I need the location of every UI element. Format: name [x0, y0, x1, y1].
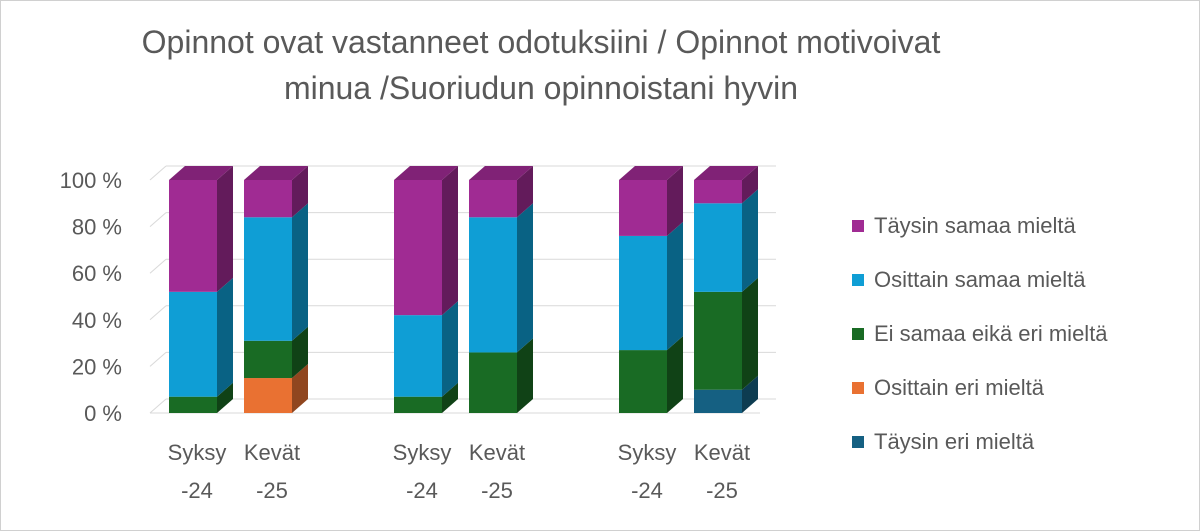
x-category-label: Kevät	[469, 440, 525, 465]
bar-segment	[169, 291, 217, 397]
chart-legend: Täysin samaa mieltä Osittain samaa mieltä…	[852, 199, 1108, 469]
legend-swatch	[852, 382, 864, 394]
bar-side	[742, 166, 758, 204]
gridline-depth	[149, 165, 167, 181]
bar-segment	[394, 315, 442, 397]
bar-top	[619, 166, 683, 180]
y-tick-label: 40 %	[72, 308, 122, 333]
legend-swatch	[852, 328, 864, 340]
bar-side	[517, 338, 533, 413]
bar-side	[517, 203, 533, 353]
bar-segment	[244, 378, 292, 413]
bar-side	[442, 166, 458, 316]
legend-label: Osittain samaa mieltä	[874, 267, 1086, 292]
bar-segment	[244, 340, 292, 379]
bar-side	[217, 166, 233, 292]
legend-item: Osittain eri mieltä	[852, 361, 1108, 415]
bar-side	[742, 189, 758, 292]
x-category-label: -24	[631, 478, 663, 503]
y-tick-label: 100 %	[60, 168, 122, 193]
bar-segment	[244, 180, 292, 218]
bar-side	[742, 375, 758, 413]
bar-segment	[469, 352, 517, 413]
bar-segment	[394, 180, 442, 316]
legend-item: Täysin samaa mieltä	[852, 199, 1108, 253]
legend-label: Täysin samaa mieltä	[874, 213, 1076, 238]
legend-item: Ei samaa eikä eri mieltä	[852, 307, 1108, 361]
legend-swatch	[852, 220, 864, 232]
bar-side	[217, 277, 233, 397]
bar-segment	[694, 180, 742, 204]
bar-side	[292, 166, 308, 218]
gridline-depth	[149, 398, 167, 414]
bar-segment	[694, 291, 742, 390]
x-category-label: Syksy	[168, 440, 227, 465]
legend-swatch	[852, 436, 864, 448]
bar-segment	[619, 235, 667, 351]
bar-segment	[469, 217, 517, 353]
bar-side	[517, 166, 533, 218]
legend-label: Täysin eri mieltä	[874, 429, 1035, 454]
bar-segment	[169, 396, 217, 413]
bar-side	[667, 166, 683, 236]
y-tick-label: 20 %	[72, 354, 122, 379]
bar-segment	[694, 203, 742, 292]
legend-label: Ei samaa eikä eri mieltä	[874, 321, 1108, 346]
x-category-label: Kevät	[694, 440, 750, 465]
bar-segment	[394, 396, 442, 413]
gridline-depth	[149, 352, 167, 367]
bar-segment	[619, 350, 667, 413]
bar-top	[169, 166, 233, 180]
bar-side	[667, 336, 683, 413]
legend-item: Osittain samaa mieltä	[852, 253, 1108, 307]
x-category-label: Syksy	[618, 440, 677, 465]
legend-item: Täysin eri mieltä	[852, 415, 1108, 469]
x-category-label: Syksy	[393, 440, 452, 465]
bar-top	[469, 166, 533, 180]
x-category-label: -25	[481, 478, 513, 503]
bar-side	[742, 277, 758, 390]
y-tick-label: 80 %	[72, 215, 122, 240]
chart-title: Opinnot ovat vastanneet odotuksiini / Op…	[41, 19, 1041, 111]
bar-segment	[694, 389, 742, 413]
bar-segment	[469, 180, 517, 218]
bar-side	[292, 326, 308, 379]
bar-side	[217, 382, 233, 413]
x-category-label: -24	[406, 478, 438, 503]
x-category-label: Kevät	[244, 440, 300, 465]
bar-top	[244, 166, 308, 180]
bar-side	[292, 364, 308, 413]
bar-side	[667, 221, 683, 351]
gridline-depth	[149, 305, 167, 321]
bar-segment	[169, 180, 217, 292]
legend-swatch	[852, 274, 864, 286]
y-tick-label: 0 %	[84, 401, 122, 426]
x-category-label: -24	[181, 478, 213, 503]
bar-side	[442, 382, 458, 413]
x-category-label: -25	[706, 478, 738, 503]
bar-segment	[619, 180, 667, 236]
bar-top	[694, 166, 758, 180]
chart-title-line-2: minua /Suoriudun opinnoistani hyvin	[283, 70, 799, 106]
chart-title-line-1: Opinnot ovat vastanneet odotuksiini / Op…	[141, 24, 941, 60]
bar-side	[442, 301, 458, 397]
x-category-label: -25	[256, 478, 288, 503]
y-tick-label: 60 %	[72, 261, 122, 286]
bar-side	[292, 203, 308, 341]
bar-top	[394, 166, 458, 180]
gridline-depth	[149, 258, 167, 274]
gridline-depth	[149, 212, 167, 227]
bar-segment	[244, 217, 292, 341]
legend-label: Osittain eri mieltä	[874, 375, 1044, 400]
